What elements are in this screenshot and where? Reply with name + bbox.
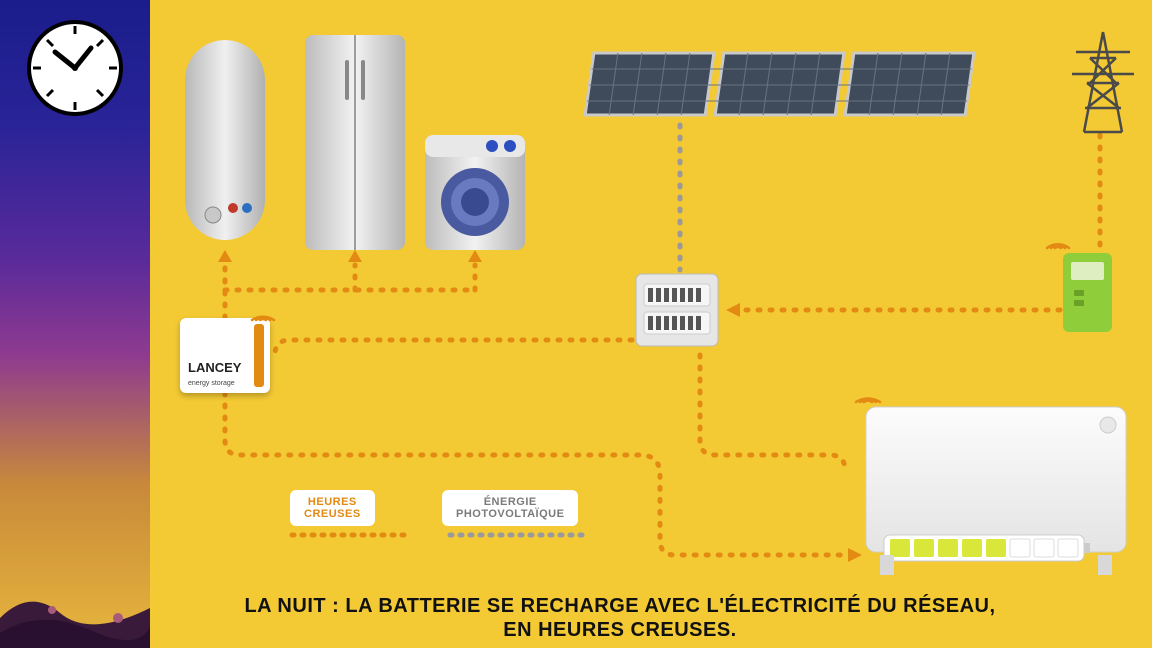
hub-accent — [254, 324, 264, 387]
caption-line-2: EN HEURES CREUSES. — [220, 618, 1020, 642]
legend-hc-dots — [288, 530, 408, 538]
water-heater-icon — [175, 30, 275, 255]
legend-photovoltaique: ÉNERGIE PHOTOVOLTAÏQUE — [442, 490, 578, 526]
hub-sublabel: energy storage — [188, 380, 235, 387]
solar-panels-icon — [575, 45, 995, 130]
smart-meter-icon — [1060, 250, 1115, 335]
wifi-icon — [1044, 230, 1072, 252]
hub-label: LANCEY — [188, 360, 241, 375]
legend-hc-label: HEURES CREUSES — [304, 496, 361, 520]
diagram-stage: LANCEY energy storage — [0, 0, 1152, 648]
wifi-icon — [248, 300, 278, 324]
pylon-icon — [1070, 28, 1136, 138]
wifi-icon — [852, 380, 884, 406]
legend-pv-label: ÉNERGIE PHOTOVOLTAÏQUE — [456, 496, 564, 520]
washing-machine-icon — [420, 130, 530, 255]
electrical-panel-icon — [632, 270, 722, 350]
caption: LA NUIT : LA BATTERIE SE RECHARGE AVEC L… — [220, 594, 1020, 642]
fridge-icon — [300, 30, 410, 255]
legend-heures-creuses: HEURES CREUSES — [290, 490, 375, 526]
caption-line-1: LA NUIT : LA BATTERIE SE RECHARGE AVEC L… — [220, 594, 1020, 618]
legend-pv-dots — [446, 530, 586, 538]
radiator-icon — [860, 395, 1135, 580]
hub-box: LANCEY energy storage — [180, 318, 270, 393]
